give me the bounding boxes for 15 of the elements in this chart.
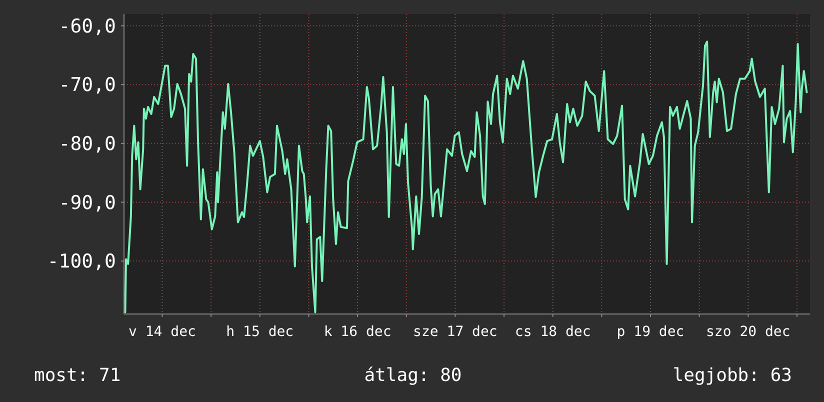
y-tick-label: -60,0 <box>58 15 116 38</box>
x-tick-label: sze 17 dec <box>413 324 498 340</box>
x-tick-label: p 19 dec <box>616 324 684 340</box>
x-tick-label: k 16 dec <box>324 324 392 340</box>
text: átlag: 80 <box>364 365 462 386</box>
y-tick-label: -70,0 <box>58 74 116 96</box>
x-tick-label: cs 18 dec <box>514 324 591 340</box>
text: most: 71 <box>34 365 121 386</box>
text: legjobb: 63 <box>672 365 792 386</box>
y-tick-label: -90,0 <box>58 192 116 214</box>
x-tick-label: h 15 dec <box>226 324 294 340</box>
y-tick-label: -80,0 <box>58 133 116 156</box>
x-tick-label: v 14 dec <box>128 324 196 340</box>
y-tick-label: -100,0 <box>47 250 116 273</box>
x-tick-label: szo 20 dec <box>706 324 790 340</box>
